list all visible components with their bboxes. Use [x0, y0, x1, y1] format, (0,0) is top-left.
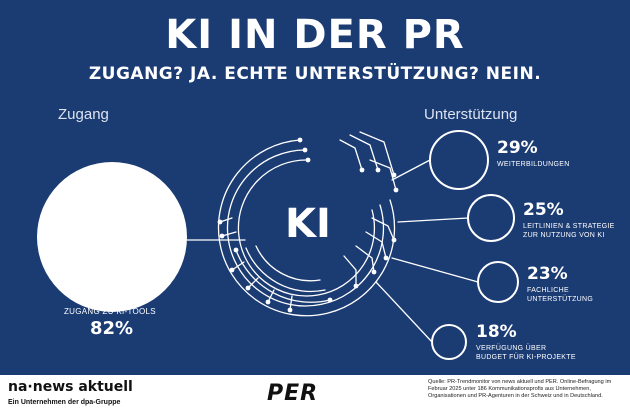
source-note: Quelle: PR-Trendmonitor von news aktuell… — [428, 379, 612, 399]
page-subtitle: ZUGANG? JA. ECHTE UNTERSTÜTZUNG? NEIN. — [88, 64, 542, 84]
connector-line — [391, 159, 431, 181]
circuit-trace — [365, 231, 387, 259]
value-leitlinien: 25% — [523, 200, 564, 220]
circuit-arc — [255, 245, 321, 282]
circuit-arc — [217, 139, 396, 317]
circuit-trace — [221, 231, 237, 237]
circuit-arc — [237, 159, 376, 297]
news-aktuell-tagline: Ein Unternehmen der dpa-Gruppe — [8, 399, 121, 406]
circle-leitlinien — [467, 194, 515, 242]
circuit-arc — [245, 247, 326, 293]
footer: na·news aktuell Ein Unternehmen der dpa-… — [0, 375, 630, 412]
circle-fachliche — [477, 261, 519, 303]
connector-line — [391, 257, 479, 283]
page-title: KI IN DER PR — [165, 12, 465, 58]
label-budget-1: VERFÜGUNG ÜBER — [476, 345, 547, 352]
circuit-trace — [231, 261, 245, 271]
circuit-trace — [371, 217, 395, 241]
circuit-trace — [355, 245, 375, 273]
zugang-circle — [37, 162, 187, 312]
news-aktuell-logo: na·news aktuell — [8, 379, 133, 395]
circuit-trace — [349, 134, 379, 171]
connector-line — [397, 217, 469, 223]
label-fachliche-2: UNTERSTÜTZUNG — [527, 296, 594, 303]
infographic-panel: KI IN DER PR ZUGANG? JA. ECHTE UNTERSTÜT… — [0, 0, 630, 375]
circuit-trace — [359, 131, 395, 176]
section-label-unterstuetzung: Unterstützung — [424, 106, 518, 123]
zugang-value: 82% — [90, 318, 134, 339]
circuit-arc — [235, 249, 331, 303]
value-fachliche: 23% — [527, 264, 568, 284]
value-weiterbildungen: 29% — [497, 138, 538, 158]
label-leitlinien-1: LEITLINIEN & STRATEGIE — [523, 223, 615, 230]
label-leitlinien-2: ZUR NUTZUNG VON KI — [523, 232, 605, 239]
connector-line — [375, 281, 433, 343]
ki-label: KI — [285, 201, 331, 247]
circuit-trace — [369, 159, 397, 191]
value-budget: 18% — [476, 322, 517, 342]
circuit-trace — [343, 255, 357, 287]
label-weiterbildungen: WEITERBILDUNGEN — [497, 161, 570, 168]
circuit-arc — [226, 149, 385, 307]
label-fachliche-1: FACHLICHE — [527, 287, 569, 294]
zugang-label: ZUGANG ZU KI-TOOLS — [64, 307, 156, 316]
per-logo: PER — [267, 381, 319, 406]
section-label-zugang: Zugang — [58, 106, 109, 123]
circuit-trace — [339, 139, 363, 171]
label-budget-2: BUDGET FÜR KI-PROJEKTE — [476, 354, 576, 361]
circuit-graphic — [186, 130, 519, 360]
circle-weiterbildungen — [429, 130, 489, 190]
circle-budget — [431, 324, 467, 360]
